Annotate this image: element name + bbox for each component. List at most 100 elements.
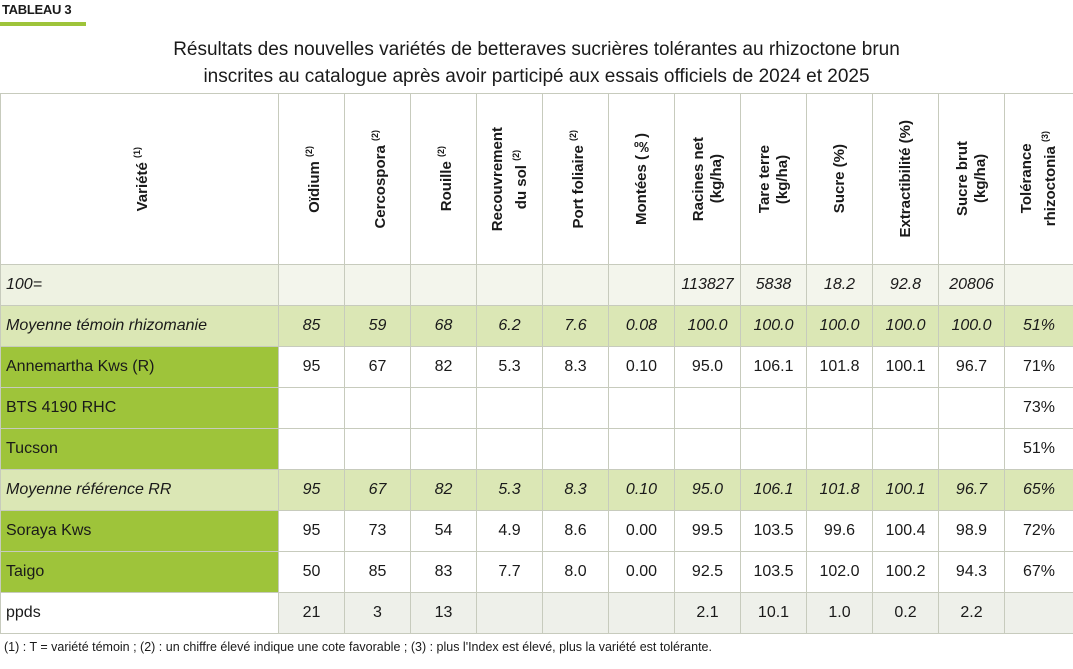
title: Résultats des nouvelles variétés de bett…	[0, 36, 1073, 90]
cell: 0.00	[608, 510, 675, 552]
row-label: Taigo	[0, 551, 279, 593]
table-row: BTS 4190 RHC 73%	[0, 387, 1073, 429]
cell: 101.8	[806, 346, 873, 388]
header-cell: Racines net (kg/ha)	[674, 93, 741, 265]
header-text: Recouvrement du sol (2)	[489, 127, 531, 231]
header-cell: Rouille (2)	[410, 93, 477, 265]
table-row: Soraya Kws 95 73 54 4.9 8.6 0.00 99.5 103.5 99.6 1…	[0, 510, 1073, 552]
header-cell: Port foliaire (2)	[542, 93, 609, 265]
header-text: Sucre (%)	[831, 144, 849, 213]
cell: 67%	[1004, 551, 1073, 593]
row-label: Soraya Kws	[0, 510, 279, 552]
header-line: Extractibilité (%)	[896, 120, 914, 238]
cell: 82	[410, 469, 477, 511]
header-text: Tare terre (kg/ha)	[756, 145, 792, 213]
empty-cell	[344, 264, 411, 306]
header-cell: Montées (‰)	[608, 93, 675, 265]
empty-cell	[740, 387, 807, 429]
header-note: (2)	[510, 149, 521, 161]
header-text: Oïdium (2)	[300, 146, 324, 213]
header-text: Montées (‰)	[633, 133, 651, 225]
header-note: (3)	[1040, 131, 1050, 143]
empty-cell	[806, 428, 873, 470]
header-text: Extractibilité (%)	[897, 120, 915, 238]
cell: 0.10	[608, 469, 675, 511]
empty-cell	[740, 428, 807, 470]
cell: 99.6	[806, 510, 873, 552]
cell: 51%	[1004, 428, 1073, 470]
header-text: Tolérance rhizoctonia (3)	[1018, 131, 1060, 226]
cell: 95	[278, 346, 345, 388]
cell: 95.0	[674, 346, 741, 388]
cell: 65%	[1004, 469, 1073, 511]
cell: 82	[410, 346, 477, 388]
header-line: Tare terre	[755, 144, 773, 214]
header-note: (2)	[435, 146, 446, 158]
cell: 92.5	[674, 551, 741, 593]
cell: 67	[344, 469, 411, 511]
header-line: (kg/ha)	[773, 154, 791, 204]
header-cell: Variété (1)	[0, 93, 279, 265]
header-line: du sol	[512, 164, 530, 209]
empty-cell	[278, 264, 345, 306]
row-label: ppds	[0, 592, 279, 634]
cell: 100.1	[872, 469, 939, 511]
cell: 7.6	[542, 305, 609, 347]
empty-cell	[674, 428, 741, 470]
empty-cell	[674, 387, 741, 429]
cell: 67	[344, 346, 411, 388]
cell: 8.3	[542, 346, 609, 388]
title-line: inscrites au catalogue après avoir parti…	[203, 66, 870, 87]
header-line: Recouvrement	[488, 126, 506, 232]
header-note: (1)	[131, 146, 142, 158]
empty-cell	[608, 387, 675, 429]
cell: 71%	[1004, 346, 1073, 388]
cell: 106.1	[740, 346, 807, 388]
cell: 98.9	[938, 510, 1005, 552]
header-text: Cercospora (2)	[366, 130, 390, 229]
header-line: Port foliaire	[569, 144, 587, 229]
cell: 100.0	[806, 305, 873, 347]
row-label: Annemartha Kws (R)	[0, 346, 279, 388]
header-line: Sucre (%)	[830, 144, 848, 214]
cell: 8.3	[542, 469, 609, 511]
cell: 2.2	[938, 592, 1005, 634]
cell: 5.3	[476, 346, 543, 388]
cell: 20806	[938, 264, 1005, 306]
header-row: Variété (1) Oïdium (2) Cercospora (2) Rouil…	[0, 93, 1073, 265]
header-text: Variété (1)	[128, 147, 152, 211]
cell: 18.2	[806, 264, 873, 306]
header-cell: Cercospora (2)	[344, 93, 411, 265]
cell: 13	[410, 592, 477, 634]
cell: 68	[410, 305, 477, 347]
cell: 92.8	[872, 264, 939, 306]
cell: 100.0	[674, 305, 741, 347]
cell: 3	[344, 592, 411, 634]
cell: 2.1	[674, 592, 741, 634]
table-row: Taigo 50 85 83 7.7 8.0 0.00 92.5 103.5 102.0 100.2…	[0, 551, 1073, 593]
header-line: Sucre brut	[953, 141, 971, 217]
cell: 100.4	[872, 510, 939, 552]
cell: 95	[278, 510, 345, 552]
cell: 73	[344, 510, 411, 552]
table-row: Tucson 51%	[0, 428, 1073, 470]
empty-cell	[542, 387, 609, 429]
footnote: (1) : T = variété témoin ; (2) : un chif…	[4, 640, 712, 654]
row-label: Moyenne témoin rhizomanie	[0, 305, 279, 347]
empty-cell	[344, 387, 411, 429]
header-line: Montées (‰)	[632, 133, 650, 225]
header-line: Racines net	[689, 136, 707, 222]
cell: 101.8	[806, 469, 873, 511]
cell: 0.2	[872, 592, 939, 634]
cell: 50	[278, 551, 345, 593]
empty-cell	[410, 387, 477, 429]
cell: 100.0	[740, 305, 807, 347]
header-note: (2)	[567, 129, 578, 141]
cell: 103.5	[740, 510, 807, 552]
empty-cell	[476, 264, 543, 306]
empty-cell	[872, 387, 939, 429]
row-label: BTS 4190 RHC	[0, 387, 279, 429]
empty-cell	[938, 428, 1005, 470]
empty-cell	[542, 264, 609, 306]
